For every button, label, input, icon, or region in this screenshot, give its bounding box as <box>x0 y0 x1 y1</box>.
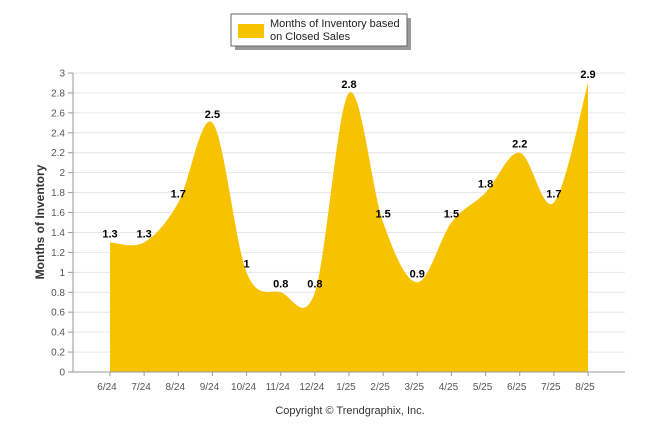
x-tick-label: 6/24 <box>97 382 117 393</box>
x-tick-label: 2/25 <box>370 382 390 393</box>
x-tick-label: 5/25 <box>473 382 493 393</box>
x-tick-label: 3/25 <box>405 382 425 393</box>
data-label: 1.7 <box>171 189 186 201</box>
data-label: 1 <box>244 258 250 270</box>
y-tick-label: 1.4 <box>51 228 65 239</box>
axes <box>72 73 625 376</box>
y-axis-label: Months of Inventory <box>33 164 47 279</box>
y-tick-label: 2.8 <box>51 88 65 99</box>
data-label: 1.7 <box>546 189 561 201</box>
copyright-footer: Copyright © Trendgraphix, Inc. <box>275 405 424 417</box>
data-label: 1.5 <box>444 209 459 221</box>
y-tick-label: 1.8 <box>51 188 65 199</box>
x-tick-labels: 6/24 7/24 8/24 9/24 10/24 11/24 12/24 1/25 2/25 3… <box>97 382 595 393</box>
x-tick-label: 11/24 <box>266 382 291 393</box>
x-tick-label: 8/24 <box>166 382 186 393</box>
y-tick-label: 1.6 <box>51 208 65 219</box>
y-tick-label: 2.2 <box>51 148 65 159</box>
data-label: 1.3 <box>136 228 151 240</box>
series-area-path <box>110 82 588 372</box>
data-label: 0.8 <box>307 278 322 290</box>
y-tick-label: 2.6 <box>51 108 65 119</box>
x-tick-label: 10/24 <box>231 382 256 393</box>
x-tick-label: 1/25 <box>336 382 356 393</box>
data-label: 1.5 <box>375 209 390 221</box>
data-label: 0.8 <box>273 278 288 290</box>
data-label: 2.9 <box>580 69 595 81</box>
x-tick-label: 4/25 <box>439 382 459 393</box>
data-label: 1.8 <box>478 179 493 191</box>
y-tick-label: 0.6 <box>51 308 65 319</box>
y-tick-label: 2 <box>59 168 65 179</box>
y-tick-label: 1.2 <box>51 248 65 259</box>
x-tick-label: 7/25 <box>541 382 561 393</box>
data-labels: 1.3 1.3 1.7 2.5 1 0.8 0.8 2.8 1.5 0.9 1.5 1.8 2.2 1.7… <box>102 69 595 290</box>
y-tick-label: 3 <box>59 69 65 80</box>
x-tick-label: 8/25 <box>575 382 595 393</box>
series-area <box>110 82 588 372</box>
legend-swatch <box>238 24 264 38</box>
y-tick-label: 0.2 <box>51 348 65 359</box>
y-tick-label: 0.8 <box>51 288 65 299</box>
x-tick-label: 9/24 <box>200 382 220 393</box>
y-tick-label: 1 <box>59 268 65 279</box>
legend-label-line2: on Closed Sales <box>270 31 351 43</box>
data-label: 0.9 <box>410 268 425 280</box>
legend[interactable]: Months of Inventory based on Closed Sale… <box>230 13 411 50</box>
y-tick-label: 2.4 <box>51 128 65 139</box>
x-tick-label: 12/24 <box>299 382 324 393</box>
legend-label-line1: Months of Inventory based <box>270 18 400 30</box>
y-tick-label: 0.4 <box>51 328 65 339</box>
x-tick-label: 7/24 <box>131 382 151 393</box>
data-label: 2.2 <box>512 139 527 151</box>
data-label: 2.5 <box>205 109 220 121</box>
y-tick-labels: 0 0.2 0.4 0.6 0.8 1 1.2 1.4 1.6 1.8 2 2.2 2.4 2.6 2.8 3 <box>51 69 65 379</box>
y-tick-label: 0 <box>59 368 65 379</box>
data-label: 1.3 <box>102 228 117 240</box>
data-label: 2.8 <box>341 79 356 91</box>
x-tick-label: 6/25 <box>507 382 527 393</box>
